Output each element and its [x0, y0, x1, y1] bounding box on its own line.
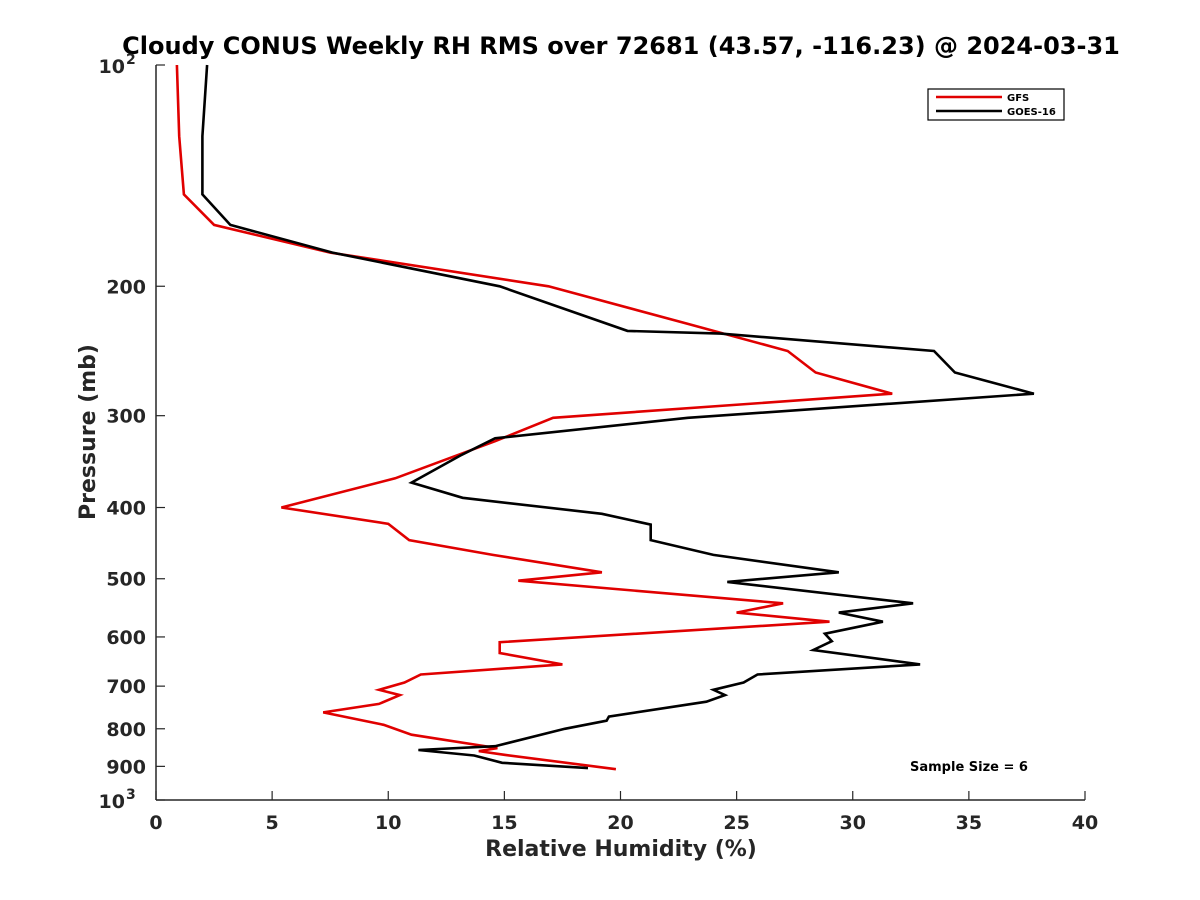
x-tick-label: 35: [956, 812, 982, 834]
series-line-goes-16: [201, 64, 1035, 770]
y-tick-label-base: 10: [99, 791, 125, 813]
y-tick-label: 200: [106, 276, 146, 298]
y-tick-label: 900: [106, 756, 146, 778]
x-axis-label: Relative Humidity (%): [485, 837, 757, 862]
x-tick-label: 30: [840, 812, 866, 834]
x-tick-label: 25: [723, 812, 749, 834]
y-tick-label: 400: [106, 498, 146, 520]
x-tick-label: 5: [266, 812, 279, 834]
x-tick-label: 15: [491, 812, 517, 834]
x-tick-label: 10: [375, 812, 401, 834]
y-tick-label: 700: [106, 676, 146, 698]
sample-size-annotation: Sample Size = 6: [910, 760, 1028, 775]
y-tick-label-exponent: 2: [126, 52, 136, 68]
legend-label-gfs: GFS: [1007, 93, 1029, 104]
chart-title: Cloudy CONUS Weekly RH RMS over 72681 (4…: [122, 32, 1120, 60]
y-tick-label-exponent: 3: [126, 787, 136, 803]
legend-label-goes-16: GOES-16: [1007, 107, 1056, 118]
legend-box: [927, 88, 1065, 121]
legend: GFS GOES-16: [927, 88, 1065, 121]
y-axis-label: Pressure (mb): [76, 344, 101, 520]
y-tick-label: 500: [106, 569, 146, 591]
y-tick-label: 800: [106, 719, 146, 741]
y-tick-label-base: 10: [99, 56, 125, 78]
y-tick-label: 300: [106, 406, 146, 428]
x-tick-label: 0: [149, 812, 162, 834]
x-tick-label: 40: [1072, 812, 1098, 834]
y-tick-label: 600: [106, 627, 146, 649]
x-tick-label: 20: [607, 812, 633, 834]
series-line-gfs: [175, 64, 893, 771]
